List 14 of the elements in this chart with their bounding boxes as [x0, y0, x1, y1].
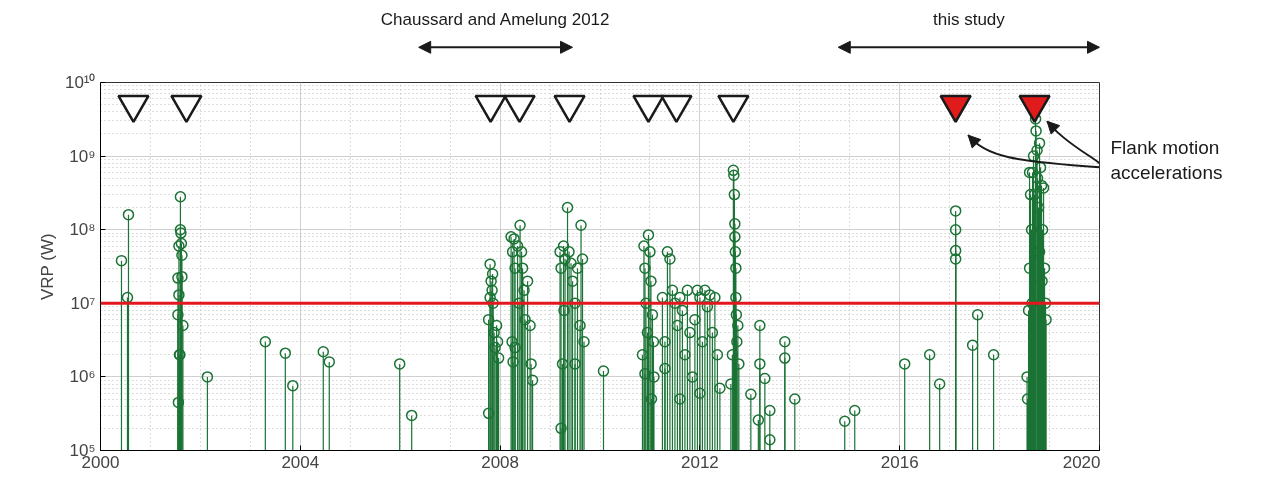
text: Flank motion accelerations	[1110, 136, 1223, 183]
x-tick-label: 2020	[1062, 452, 1101, 472]
x-tick-label: 2004	[281, 452, 320, 472]
y-axis-title: VRP (W)	[37, 233, 57, 301]
x-tick-label: 2016	[880, 452, 919, 472]
x-tick-label: 2008	[481, 452, 520, 472]
text: Chaussard and Amelung 2012	[380, 10, 610, 30]
text: this study	[932, 10, 1006, 30]
y-tick-label: 10¹⁰	[64, 73, 96, 92]
y-tick-label: 10⁸	[69, 220, 96, 240]
x-tick-label: 2012	[680, 452, 719, 472]
y-tick-label: 10⁷	[70, 293, 96, 313]
y-tick-label: 10⁹	[69, 146, 96, 166]
y-tick-label: 10⁶	[69, 367, 96, 387]
